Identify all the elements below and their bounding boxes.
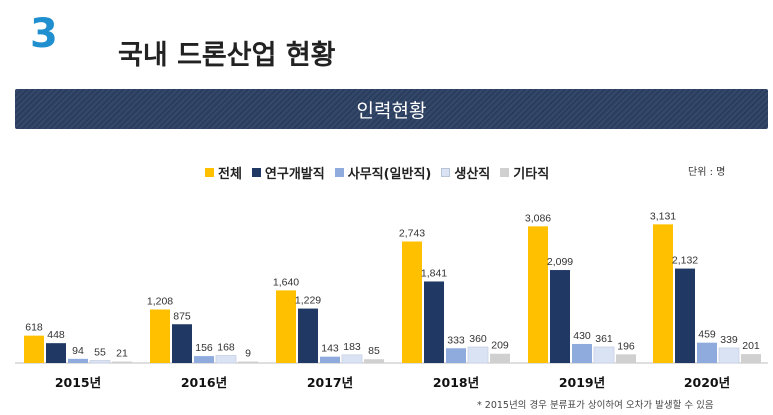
data-label: 459 [698, 329, 716, 341]
data-label: 430 [573, 330, 591, 342]
x-tick-label: 2019년 [559, 375, 605, 390]
data-label: 168 [217, 342, 235, 354]
data-label: 201 [742, 340, 760, 352]
unit-label: 단위 : 명 [688, 167, 726, 178]
bar-2015년-연구개발직 [46, 343, 66, 363]
bar-2016년-사무직(일반직) [194, 356, 214, 363]
bar-2020년-연구개발직 [675, 268, 695, 363]
legend-item-other: 기타직 [500, 163, 549, 182]
data-label: 2,743 [399, 228, 425, 240]
bar-2015년-전체 [24, 335, 44, 363]
data-label: 2,132 [672, 255, 698, 267]
bar-2017년-기타직 [364, 359, 384, 363]
bar-2017년-사무직(일반직) [320, 356, 340, 363]
legend-label-rnd: 연구개발직 [264, 167, 325, 182]
chart-legend: 전체 연구개발직 사무직(일반직) 생산직 기타직 [205, 163, 549, 182]
bar-2015년-사무직(일반직) [68, 358, 88, 363]
data-label: 360 [469, 333, 487, 345]
data-label: 55 [94, 347, 106, 359]
legend-label-production: 생산직 [454, 167, 491, 182]
legend-label-total: 전체 [218, 167, 242, 182]
legend-label-office: 사무직(일반직) [347, 167, 432, 182]
data-label: 156 [195, 342, 213, 354]
data-label: 3,086 [525, 212, 551, 224]
data-label: 3,131 [650, 210, 676, 222]
bar-2015년-생산직 [89, 360, 111, 364]
data-label: 2,099 [547, 256, 573, 268]
legend-swatch-office [334, 168, 344, 177]
data-label: 9 [245, 348, 251, 360]
data-label: 143 [321, 343, 339, 355]
legend-item-production: 생산직 [441, 163, 490, 182]
data-label: 183 [343, 341, 361, 353]
bar-2016년-기타직 [238, 361, 258, 363]
bar-2020년-기타직 [741, 354, 761, 363]
bar-2019년-연구개발직 [550, 270, 570, 363]
bar-2019년-생산직 [593, 346, 615, 364]
bar-2018년-전체 [402, 241, 422, 363]
bar-2016년-연구개발직 [172, 324, 192, 363]
legend-swatch-production [441, 168, 451, 177]
footnote: * 2015년의 경우 분류표가 상이하여 오차가 발생할 수 있음 [477, 400, 714, 411]
bar-2017년-연구개발직 [298, 308, 318, 363]
legend-item-total: 전체 [205, 163, 242, 182]
bar-2018년-기타직 [490, 353, 510, 363]
bar-2020년-생산직 [718, 347, 740, 364]
bar-2020년-전체 [653, 224, 673, 363]
legend-item-rnd: 연구개발직 [251, 163, 325, 182]
bar-2016년-전체 [150, 309, 170, 363]
data-label: 85 [368, 345, 380, 357]
legend-swatch-total [205, 168, 214, 177]
x-tick-label: 2020년 [684, 375, 730, 390]
bar-2018년-생산직 [467, 346, 489, 364]
data-label: 21 [116, 348, 128, 360]
data-label: 1,841 [421, 267, 447, 279]
legend-label-other: 기타직 [513, 167, 550, 182]
banner-title: 인력현황 [356, 99, 427, 122]
data-label: 1,640 [273, 276, 299, 288]
bar-2017년-전체 [276, 290, 296, 363]
data-label: 339 [720, 334, 738, 346]
bar-2017년-생산직 [341, 354, 363, 364]
bar-2015년-기타직 [112, 361, 132, 363]
bar-2020년-사무직(일반직) [697, 342, 717, 363]
data-label: 94 [72, 345, 84, 357]
data-label: 209 [491, 340, 509, 352]
page-title: 국내 드론산업 현황 [118, 40, 336, 71]
x-tick-label: 2017년 [307, 375, 353, 390]
data-label: 448 [47, 329, 65, 341]
bar-2018년-사무직(일반직) [446, 348, 466, 363]
section-number: 3 [30, 11, 58, 57]
x-tick-label: 2016년 [181, 375, 227, 390]
data-label: 618 [25, 322, 43, 334]
legend-swatch-other [500, 168, 510, 177]
data-label: 875 [173, 310, 191, 322]
bar-2016년-생산직 [215, 355, 237, 364]
x-tick-label: 2015년 [55, 375, 101, 390]
bar-2019년-전체 [528, 226, 548, 363]
x-tick-label: 2018년 [433, 375, 479, 390]
bar-2018년-연구개발직 [424, 281, 444, 363]
bar-2019년-사무직(일반직) [572, 343, 592, 363]
data-label: 196 [617, 340, 635, 352]
data-label: 333 [447, 334, 465, 346]
bar-2019년-기타직 [616, 354, 636, 363]
data-label: 1,208 [147, 296, 173, 308]
legend-item-office: 사무직(일반직) [334, 163, 432, 182]
data-label: 1,229 [295, 295, 321, 307]
legend-swatch-rnd [251, 168, 261, 177]
section-banner: 인력현황 [15, 89, 768, 129]
data-label: 361 [595, 333, 613, 345]
